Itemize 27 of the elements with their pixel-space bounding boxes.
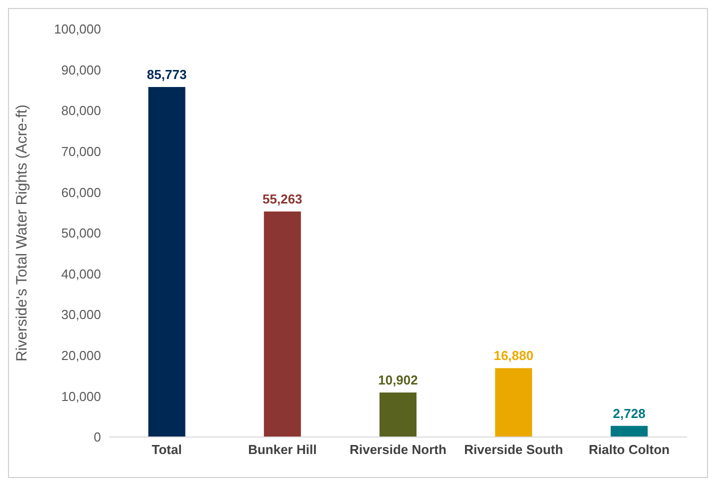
y-tick-label: 20,000 (61, 348, 101, 364)
x-tick-label: Riverside North (350, 442, 446, 458)
data-label: 2,728 (612, 406, 646, 421)
y-tick-label: 30,000 (61, 307, 101, 322)
data-label: 16,880 (494, 348, 534, 364)
bar (380, 392, 417, 437)
bar (264, 212, 301, 437)
x-tick-label: Bunker Hill (248, 442, 317, 458)
bar (495, 368, 532, 437)
y-tick-label: 70,000 (61, 144, 101, 160)
y-tick-label: 60,000 (61, 184, 101, 200)
data-label: 85,773 (146, 67, 187, 82)
y-tick-label: 80,000 (61, 103, 101, 118)
x-tick-label: Rialto Colton (588, 442, 670, 458)
bar (148, 87, 186, 437)
y-tick-label: 50,000 (61, 226, 101, 241)
x-tick-label: Riverside South (464, 442, 564, 458)
y-tick-label: 100,000 (54, 22, 101, 37)
x-tick-label: Total (152, 442, 182, 458)
y-tick-label: 40,000 (61, 266, 101, 282)
y-tick-label: 0 (94, 430, 101, 445)
y-tick-label: 90,000 (61, 62, 101, 78)
data-label: 10,902 (378, 372, 418, 388)
y-tick-label: 10,000 (61, 388, 101, 404)
y-axis-title: Riverside's Total Water Rights (Acre-ft) (13, 104, 30, 362)
data-label: 55,263 (262, 192, 302, 207)
bar (610, 426, 648, 437)
